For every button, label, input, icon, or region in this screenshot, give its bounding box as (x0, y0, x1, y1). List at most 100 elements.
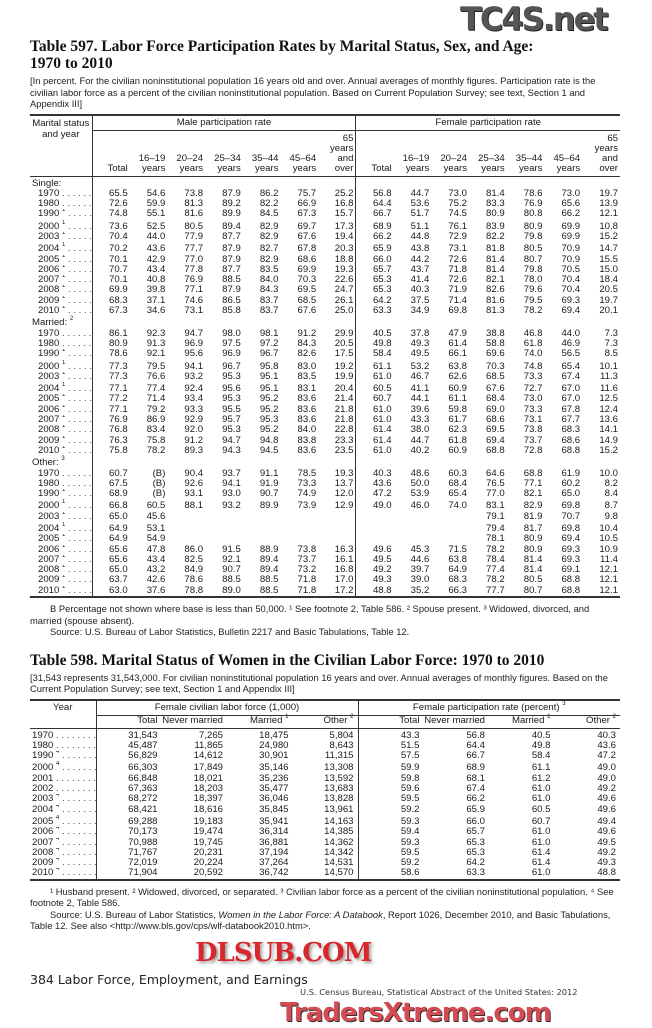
table-cell: 15.0 (599, 263, 618, 275)
table-cell: 30,901 (259, 750, 289, 762)
table-cell: 77.4 (486, 564, 505, 576)
table-row: 1990 178.6 92.1 95.6 96.9 96.7 82.6 17.558.4 49… (30, 348, 620, 360)
table-cell: 60.5 (355, 382, 394, 395)
table-cell: 95.1 (259, 370, 279, 382)
row-year: 2006 1 (30, 405, 92, 415)
table-cell: 36,314 (259, 826, 289, 838)
table-cell: (B) (152, 467, 166, 479)
table-cell: 74.5 (448, 208, 468, 220)
table-cell: 76.3 (91, 435, 130, 446)
stub-header: Year (30, 699, 96, 729)
table-cell: 81.4 (523, 564, 543, 576)
row-year: 2000 1 (30, 220, 92, 232)
table-cell: 65.0 (561, 488, 581, 500)
table-cell: 38.8 (486, 327, 505, 339)
table-cell: 67.3 (91, 305, 130, 317)
table-cell: 10.1 (599, 360, 618, 372)
table-cell: 13,308 (324, 762, 354, 774)
table-cell: 8,643 (329, 739, 354, 751)
table-cell: 75.7 (297, 187, 317, 199)
group-row: Other: 3 (30, 456, 620, 469)
table-cell: 43.3 (410, 414, 430, 426)
table-cell: 79.1 (486, 510, 505, 522)
table-cell: 70.4 (561, 284, 581, 296)
column-header: 16–19 years (129, 130, 168, 177)
table-cell: 60.5 (146, 500, 166, 512)
row-year: 1980 (30, 741, 96, 751)
table-cell: 49.3 (597, 857, 616, 869)
table-cell: 11.3 (600, 370, 618, 382)
table-cell: 59.8 (448, 403, 468, 415)
table-cell: 34.6 (146, 305, 166, 317)
table-cell: 8.7 (604, 500, 618, 512)
table-cell: 81.6 (486, 294, 505, 306)
table-cell: 61.8 (448, 434, 468, 446)
table-cell: 84.3 (297, 337, 317, 349)
table-cell: 19.3 (334, 467, 354, 479)
table-cell: 19,745 (193, 836, 223, 848)
table-cell: 49.2 (355, 564, 394, 576)
table-cell: 81.3 (486, 305, 505, 317)
table-cell: 89.0 (222, 584, 241, 596)
table-cell: 17.2 (334, 584, 354, 596)
group-label: Other: 3 (32, 456, 65, 469)
row-year: 1970 (30, 469, 92, 479)
table-cell: 61.0 (531, 867, 551, 879)
table-row: 2009 176.3 75.8 91.2 94.7 94.8 83.8 23.361.4 44… (30, 434, 620, 446)
column-header: Total (357, 715, 424, 729)
table-cell: 73.6 (91, 219, 130, 232)
table-cell: 44.0 (561, 327, 581, 339)
table-cell: 77.3 (91, 359, 130, 372)
table-cell: 13.6 (599, 414, 618, 426)
table-cell: 87.9 (222, 243, 241, 255)
table-row: 2009 163.7 42.6 78.6 88.5 88.5 71.8 17.049.3 39… (30, 574, 620, 586)
column-header: Total (355, 130, 394, 177)
row-year: 2001 (30, 774, 96, 784)
table-cell: 80.5 (523, 574, 543, 586)
table-cell: 68.4 (448, 477, 468, 489)
table-cell: 69.9 (91, 285, 130, 296)
table-cell: 47.9 (448, 327, 468, 339)
table-row: 2010 167.3 34.6 73.1 85.8 83.7 67.6 25.063.3 34… (30, 305, 620, 317)
table-cell: 74.6 (184, 294, 204, 306)
table-cell: 44.1 (410, 393, 430, 405)
table-cell: 88.5 (222, 574, 241, 586)
table-cell: 14.7 (599, 243, 618, 255)
table-cell (281, 512, 319, 522)
table-cell: 20.4 (334, 383, 354, 395)
table-cell: 68.9 (466, 762, 485, 774)
table-cell: 82.5 (184, 553, 204, 565)
table-cell: 77.3 (91, 371, 130, 383)
table-cell: 69.6 (486, 348, 505, 360)
table-cell: 92.1 (222, 553, 241, 565)
table-cell: 78.6 (184, 574, 204, 586)
labor-force-header: Female civilian labor force (1,000) (95, 699, 358, 716)
table-cell: 82.1 (486, 274, 505, 286)
table-cell: 10.9 (599, 543, 618, 555)
table-cell: 68,272 (95, 794, 162, 805)
table-cell: 37.5 (410, 294, 430, 306)
table-cell: 50.0 (410, 477, 430, 489)
table-row: 198072.6 59.9 81.3 89.2 82.2 66.9 16.864.4 53.6… (30, 198, 620, 210)
table-cell: 77.9 (184, 230, 204, 242)
table-cell: 36,742 (259, 867, 289, 879)
table-cell: 13,961 (324, 803, 354, 815)
table-cell: 73.0 (523, 393, 543, 405)
table-cell: 84.5 (259, 208, 279, 220)
table-cell: 19.9 (334, 370, 354, 382)
table-cell: 73.0 (448, 187, 468, 199)
column-header: Total (95, 715, 162, 729)
table-cell: 61.8 (523, 337, 543, 349)
table-cell: 49.4 (597, 815, 616, 827)
row-year: 2002 (30, 784, 96, 794)
table-cell: 69.3 (561, 294, 581, 306)
table-row: 197060.7 (B) 90.4 93.7 91.1 78.5 19.340.3 48.6 6… (30, 467, 620, 479)
table-cell: 72.6 (91, 198, 130, 210)
table-cell: 87.7 (222, 230, 241, 242)
table-cell: 68.6 (561, 434, 581, 446)
table-cell: 37.6 (146, 584, 166, 596)
table-cell: 40.5 (355, 328, 394, 339)
table-row: 2010 175.8 78.2 89.3 94.3 94.5 83.6 23.561.0 40… (30, 445, 620, 457)
table-cell: 80.9 (91, 338, 130, 350)
